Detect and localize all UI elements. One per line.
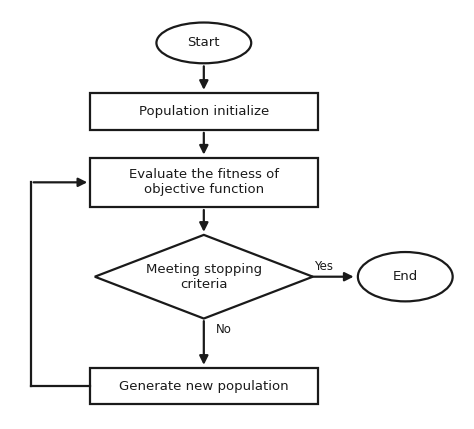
- Text: Meeting stopping
criteria: Meeting stopping criteria: [146, 263, 262, 291]
- Text: No: No: [216, 323, 231, 336]
- Text: End: End: [392, 270, 418, 283]
- Text: Population initialize: Population initialize: [139, 105, 269, 118]
- Text: Evaluate the fitness of
objective function: Evaluate the fitness of objective functi…: [129, 168, 279, 196]
- Text: Start: Start: [188, 36, 220, 49]
- Polygon shape: [95, 235, 313, 318]
- Bar: [90, 158, 318, 207]
- Text: Yes: Yes: [314, 260, 333, 273]
- Bar: [90, 94, 318, 130]
- Text: Generate new population: Generate new population: [119, 380, 289, 393]
- Bar: [90, 368, 318, 404]
